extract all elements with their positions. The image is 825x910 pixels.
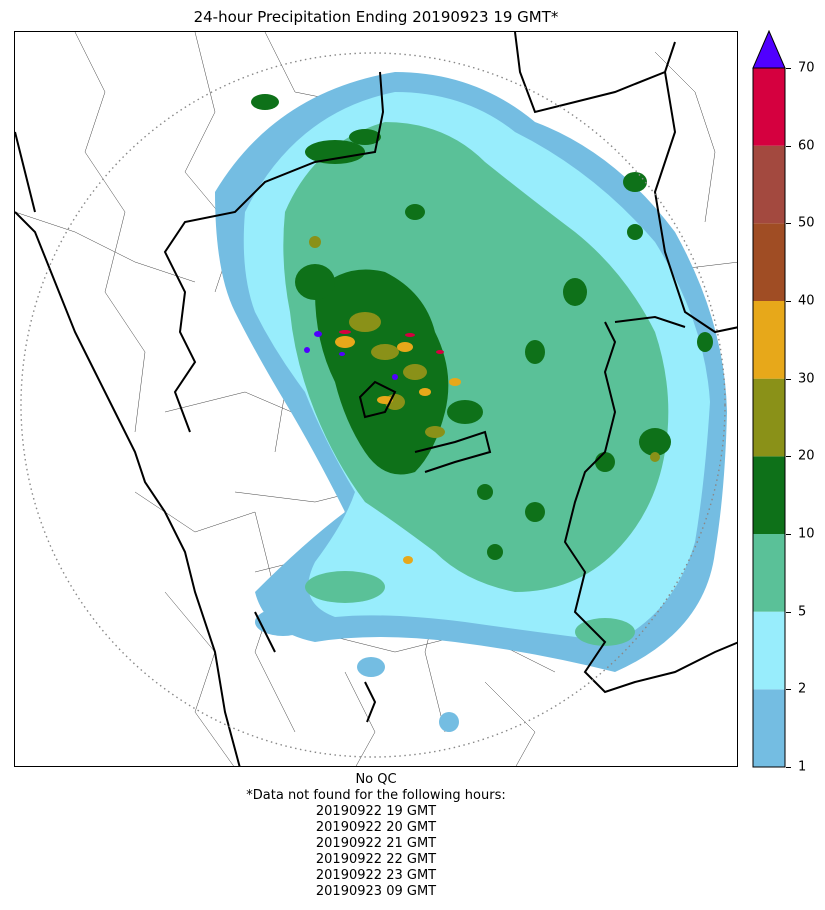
colorbar-tick — [786, 767, 791, 768]
colorbar-segment — [753, 534, 785, 612]
colorbar-tick — [786, 145, 791, 147]
colorbar-tick — [786, 68, 791, 69]
colorbar-tick-label: 2 — [798, 681, 807, 697]
colorbar-tick-label: 5 — [798, 604, 807, 620]
missing-hour: 20190922 22 GMT — [315, 852, 437, 867]
radar-map — [14, 31, 738, 767]
precipitation-field — [215, 72, 727, 732]
missing-hour: 20190922 23 GMT — [315, 868, 437, 883]
radar-range-ring — [20, 52, 726, 758]
colorbar-tick — [786, 611, 791, 613]
colorbar-tick — [786, 223, 791, 225]
colorbar-tick-label: 30 — [798, 371, 815, 387]
colorbar-segment — [753, 223, 785, 301]
map-title: 24-hour Precipitation Ending 20190923 19… — [193, 8, 559, 26]
missing-hour: 20190922 20 GMT — [315, 820, 437, 835]
colorbar-tick-label: 1 — [798, 759, 807, 775]
colorbar-tick-label: 50 — [798, 215, 815, 231]
colorbar-tick — [786, 534, 791, 535]
missing-hour: 20190923 09 GMT — [315, 884, 437, 899]
colorbar-tick — [786, 689, 791, 691]
colorbar-tick-label: 10 — [798, 526, 815, 542]
footer-notes: No QC *Data not found for the following … — [14, 772, 738, 900]
colorbar-segment — [753, 68, 785, 146]
colorbar-tick-label: 20 — [798, 448, 815, 464]
colorbar-segment — [753, 145, 785, 224]
colorbar-tick — [786, 456, 791, 458]
missing-hour: 20190922 19 GMT — [315, 804, 437, 819]
precipitation-colorbar — [752, 30, 786, 768]
colorbar-segment — [753, 456, 785, 534]
colorbar-tick-label: 40 — [798, 293, 815, 309]
colorbar-segment — [753, 689, 785, 767]
colorbar-tick — [786, 301, 791, 302]
colorbar-tick-label: 70 — [798, 60, 815, 76]
missing-data-note: *Data not found for the following hours: — [246, 788, 506, 803]
precipitation-map-svg — [15, 32, 737, 766]
colorbar-frame — [752, 67, 786, 768]
colorbar-segment — [753, 378, 785, 457]
colorbar-segment — [753, 611, 785, 690]
missing-hour: 20190922 21 GMT — [315, 836, 437, 851]
qc-note: No QC — [355, 772, 397, 787]
colorbar-tick — [786, 378, 791, 380]
state-borders — [15, 32, 737, 766]
colorbar-tick-label: 60 — [798, 138, 815, 154]
colorbar-segment — [753, 301, 785, 379]
colorbar-extend-triangle — [752, 30, 786, 69]
